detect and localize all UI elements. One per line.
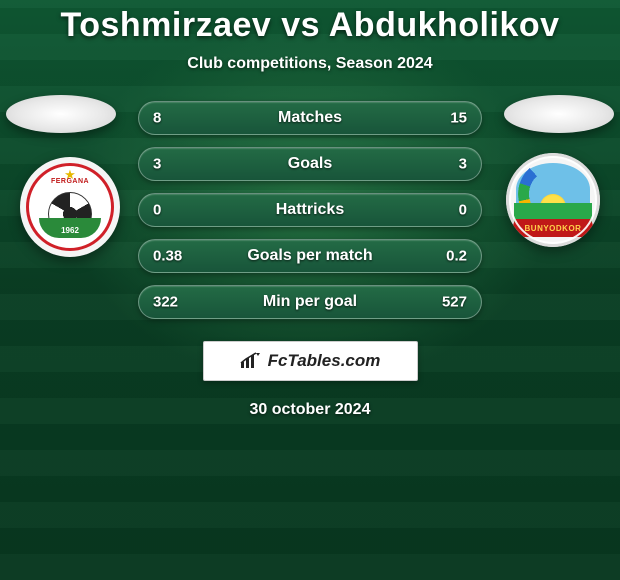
player-marker-right (504, 95, 614, 133)
stat-row-min-per-goal: 322 Min per goal 527 (138, 285, 482, 319)
stat-label: Min per goal (263, 293, 357, 311)
date-label: 30 october 2024 (0, 401, 620, 419)
content: Toshmirzaev vs Abdukholikov Club competi… (0, 0, 620, 419)
brand-text: FcTables.com (268, 351, 381, 371)
stat-label: Matches (278, 109, 342, 127)
club-badge-left: ★ FERGANA 1962 (20, 157, 120, 257)
stat-row-goals: 3 Goals 3 (138, 147, 482, 181)
stat-value-left: 8 (153, 110, 161, 127)
stat-label: Hattricks (276, 201, 344, 219)
stat-rows: 8 Matches 15 3 Goals 3 0 Hattricks 0 0.3… (138, 101, 482, 319)
stat-value-left: 322 (153, 294, 178, 311)
page-title: Toshmirzaev vs Abdukholikov (0, 6, 620, 45)
comparison-area: ★ FERGANA 1962 BUNYODKOR 8 Matches (0, 101, 620, 419)
stat-value-left: 0 (153, 202, 161, 219)
club-badge-left-text: FERGANA (29, 178, 111, 185)
stat-label: Goals per match (247, 247, 372, 265)
club-badge-right: BUNYODKOR (506, 153, 600, 247)
club-badge-left-inner: ★ FERGANA 1962 (26, 163, 114, 251)
stat-value-right: 0.2 (446, 248, 467, 265)
bar-chart-icon (240, 352, 262, 370)
stat-value-right: 0 (459, 202, 467, 219)
stat-row-matches: 8 Matches 15 (138, 101, 482, 135)
stat-value-left: 0.38 (153, 248, 182, 265)
club-badge-left-year: 1962 (29, 226, 111, 235)
stat-row-hattricks: 0 Hattricks 0 (138, 193, 482, 227)
stat-value-left: 3 (153, 156, 161, 173)
stat-label: Goals (288, 155, 332, 173)
club-badge-right-inner: BUNYODKOR (506, 153, 600, 247)
page-subtitle: Club competitions, Season 2024 (0, 55, 620, 73)
club-badge-right-ring-inner (509, 156, 597, 244)
stat-value-right: 3 (459, 156, 467, 173)
player-marker-left (6, 95, 116, 133)
brand-box: FcTables.com (203, 341, 418, 381)
stat-value-right: 15 (450, 110, 467, 127)
stat-row-goals-per-match: 0.38 Goals per match 0.2 (138, 239, 482, 273)
stat-value-right: 527 (442, 294, 467, 311)
